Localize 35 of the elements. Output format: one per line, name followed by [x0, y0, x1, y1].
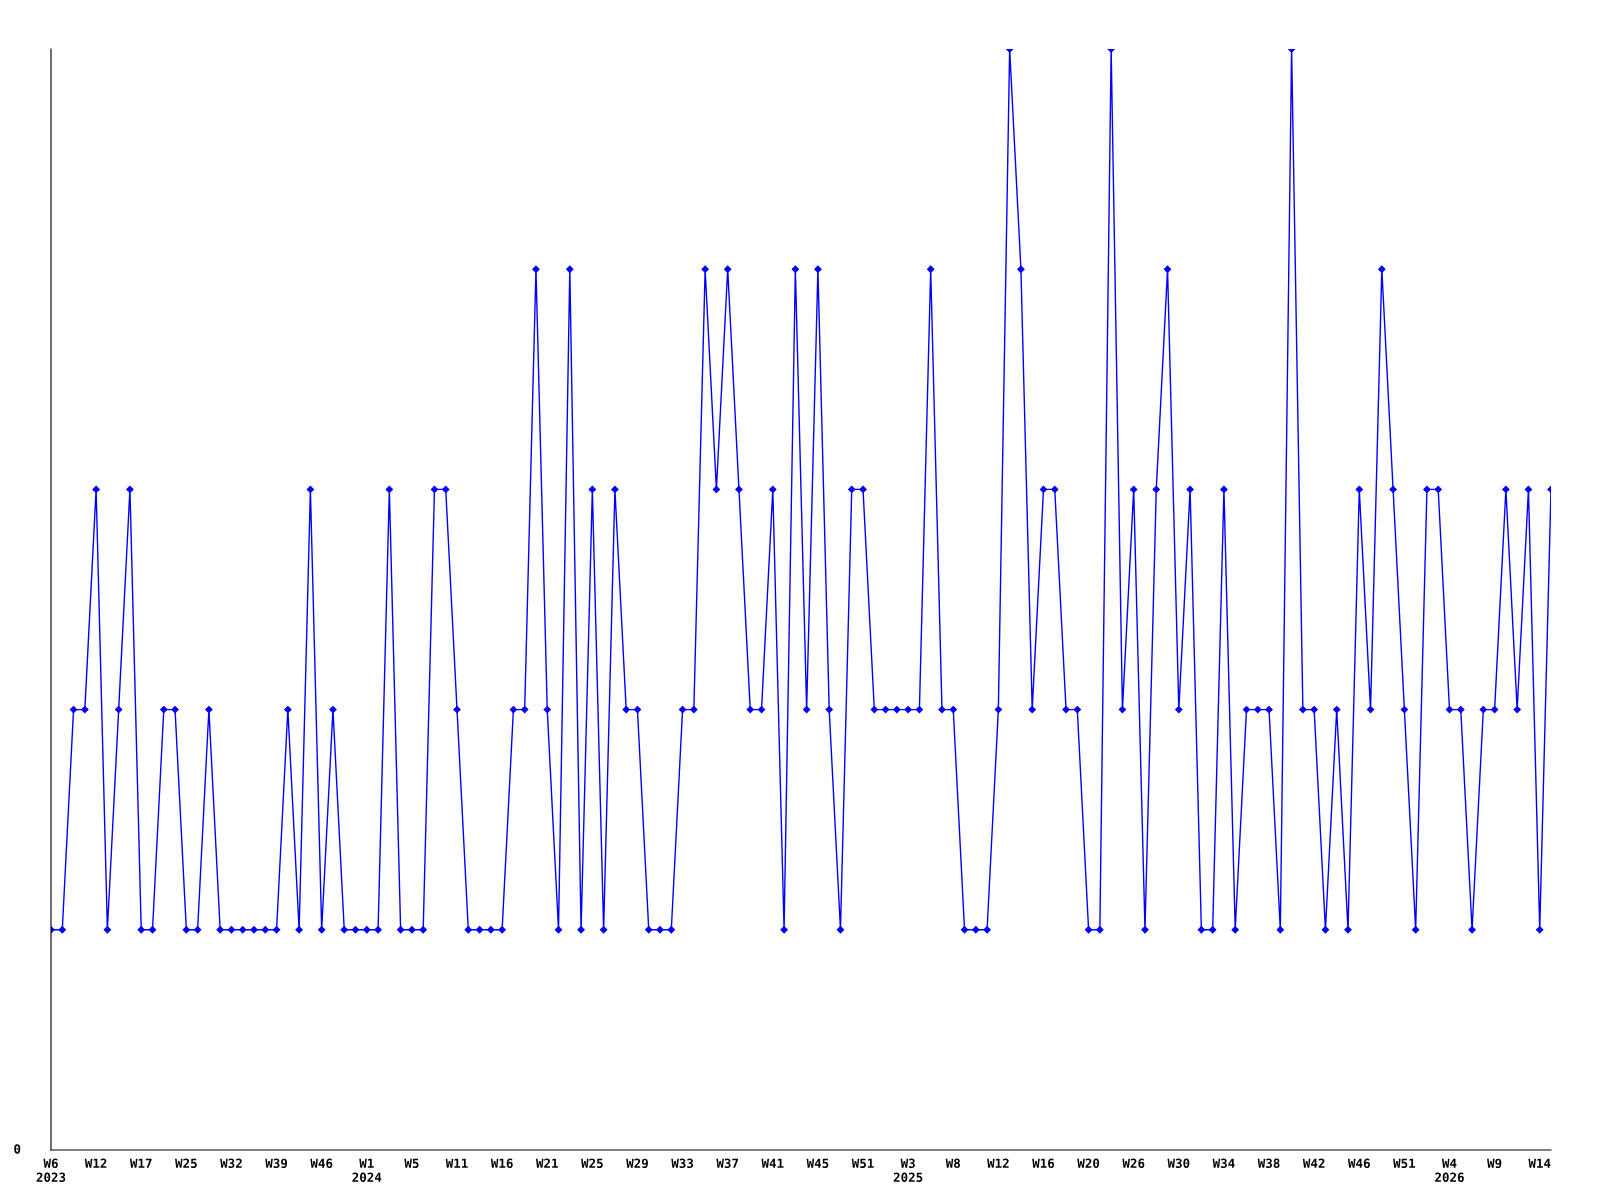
- x-tick-label: W33: [671, 1158, 694, 1169]
- x-tick-label: W6 2023: [36, 1158, 66, 1183]
- x-tick-label: W17: [129, 1158, 152, 1168]
- x-tick-label: W3 2025: [893, 1158, 923, 1183]
- x-tick-label: W5: [404, 1158, 419, 1169]
- x-tick-label: W41: [761, 1158, 784, 1168]
- text: 0: [14, 1144, 21, 1154]
- x-tick-label: W1 2024: [352, 1158, 382, 1183]
- x-tick-label: W4 2026: [1435, 1158, 1464, 1183]
- x-tick-label: W16: [490, 1158, 513, 1169]
- x-tick-label: W46: [310, 1158, 333, 1169]
- x-tick-label: W12: [987, 1158, 1009, 1168]
- x-tick-label: W12: [84, 1158, 107, 1168]
- x-tick-label: W34: [1212, 1158, 1235, 1169]
- x-tick-label: W25: [581, 1158, 603, 1169]
- x-tick-label: W25: [175, 1158, 197, 1169]
- x-tick-label: W39: [265, 1158, 288, 1169]
- x-tick-label: W16: [1032, 1158, 1055, 1169]
- x-tick-label: W51: [1393, 1158, 1416, 1169]
- x-tick-label: W38: [1257, 1158, 1280, 1169]
- x-tick-label: W14: [1528, 1158, 1551, 1168]
- x-tick-label: W11: [445, 1158, 468, 1168]
- x-tick-label: W9: [1487, 1158, 1502, 1169]
- x-tick-label: W8: [945, 1158, 960, 1169]
- x-tick-label: W20: [1077, 1158, 1100, 1169]
- x-tick-label: W37: [716, 1158, 739, 1169]
- x-tick-label: W32: [220, 1158, 242, 1169]
- x-tick-label: W29: [626, 1158, 648, 1169]
- x-tick-label: W30: [1167, 1158, 1190, 1169]
- x-tick-label: W42: [1302, 1158, 1325, 1168]
- x-tick-label: W26: [1122, 1158, 1145, 1169]
- x-tick-label: W45: [806, 1158, 829, 1169]
- x-tick-label: W21: [535, 1158, 558, 1168]
- x-tick-label: W51: [851, 1158, 874, 1169]
- x-tick-label: W46: [1347, 1158, 1370, 1169]
